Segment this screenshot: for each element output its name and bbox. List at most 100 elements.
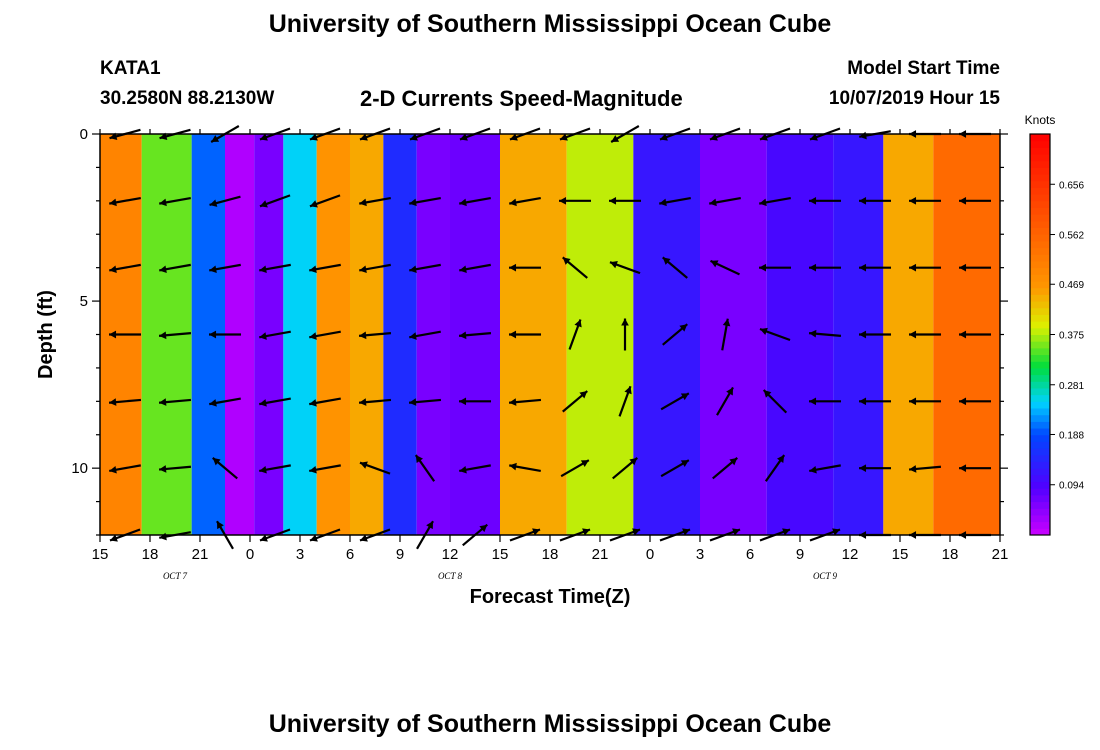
vector-head [662, 257, 671, 265]
x-tick-label: 0 [246, 546, 254, 563]
colorbar-segment [1030, 307, 1050, 315]
colorbar-segment [1030, 274, 1050, 282]
vector-head [209, 199, 218, 207]
colorbar-segment [1030, 281, 1050, 289]
colorbar-segment [1030, 401, 1050, 409]
vector-head [409, 398, 417, 406]
colorbar-segment [1030, 154, 1050, 162]
vector-head [209, 265, 217, 274]
date-label: OCT 7 [163, 571, 188, 581]
vector-head [159, 132, 168, 141]
colorbar-segment [1030, 254, 1050, 262]
colorbar-unit: Knots [1025, 113, 1056, 127]
vector-head [909, 397, 917, 406]
vector-head [309, 133, 318, 141]
speed-cell [633, 134, 700, 535]
colorbar-segment [1030, 354, 1050, 362]
x-tick-label: 9 [796, 546, 804, 563]
vector-head [359, 133, 368, 141]
colorbar-segment [1030, 207, 1050, 215]
vector-head [682, 528, 691, 536]
vector-head [632, 528, 641, 536]
x-tick-label: 15 [92, 546, 109, 563]
x-tick-label: 21 [192, 546, 209, 563]
colorbar-segment [1030, 200, 1050, 209]
vector-head [209, 330, 217, 339]
vector-head [509, 133, 518, 141]
colorbar-segment [1030, 454, 1050, 462]
vector-head [859, 196, 867, 205]
colorbar-segment [1030, 294, 1050, 302]
vector-head [109, 534, 118, 542]
vector-head [709, 133, 718, 141]
vector-head [579, 391, 588, 399]
vector-head [859, 464, 867, 473]
vector-head [832, 528, 841, 536]
vector-head [809, 329, 817, 338]
page-title: University of Southern Mississippi Ocean… [268, 10, 832, 38]
y-axis-label: Depth (ft) [35, 290, 57, 379]
colorbar-tick-label: 0.094 [1059, 481, 1084, 492]
vector-head [509, 198, 517, 207]
vector-head [159, 465, 167, 473]
colorbar-segment [1030, 140, 1050, 148]
colorbar-segment [1030, 347, 1050, 356]
colorbar-segment [1030, 474, 1050, 483]
colorbar-segment [1030, 220, 1050, 229]
vector-head [624, 386, 632, 395]
colorbar-segment [1030, 260, 1050, 269]
vector-head [562, 257, 571, 265]
vector-head [509, 398, 517, 406]
vector-head [729, 457, 738, 466]
colorbar-segment [1030, 468, 1050, 476]
vector-head [532, 528, 541, 536]
vector-head [809, 196, 817, 205]
vector-head [726, 387, 733, 396]
colorbar-segment [1030, 428, 1050, 436]
footer-title: University of Southern Mississippi Ocean… [268, 710, 832, 738]
colorbar-segment [1030, 327, 1050, 335]
vector-head [217, 521, 224, 530]
vector-head [409, 332, 417, 340]
vector-head [109, 265, 117, 274]
colorbar-segment [1030, 301, 1050, 309]
colorbar-tick-label: 0.469 [1059, 280, 1084, 291]
vector-head [409, 198, 417, 207]
colorbar-segment [1030, 481, 1050, 489]
x-tick-label: 21 [992, 546, 1009, 563]
x-tick-label: 9 [396, 546, 404, 563]
colorbar-segment [1030, 367, 1050, 376]
colorbar-segment [1030, 514, 1050, 523]
colorbar-segment [1030, 167, 1050, 175]
vector-head [309, 534, 318, 542]
vector-head [459, 198, 467, 207]
x-tick-label: 15 [892, 546, 909, 563]
x-tick-label: 18 [542, 546, 559, 563]
x-tick-label: 18 [942, 546, 959, 563]
vector-head [709, 198, 717, 207]
vector-head [209, 399, 217, 407]
vector-head [909, 531, 917, 539]
y-tick-label: 5 [80, 293, 88, 310]
vector-head [559, 196, 567, 205]
vector-head [959, 196, 967, 205]
colorbar-segment [1030, 234, 1050, 242]
vector-head [259, 332, 267, 340]
vector-head [459, 133, 468, 141]
vector-head [259, 265, 267, 274]
vector-head [109, 198, 117, 207]
vector-head [722, 318, 731, 327]
x-tick-label: 3 [696, 546, 704, 563]
x-tick-label: 3 [296, 546, 304, 563]
x-axis-label: Forecast Time(Z) [470, 586, 631, 608]
vector-head [759, 133, 768, 141]
vector-head [959, 263, 967, 272]
x-tick-label: 6 [746, 546, 754, 563]
colorbar-segment [1030, 381, 1050, 389]
vector-head [426, 521, 433, 530]
vector-head [259, 200, 268, 208]
colorbar-segment [1030, 521, 1050, 529]
colorbar-segment [1030, 240, 1050, 249]
vector-head [159, 331, 167, 340]
x-tick-label: 12 [842, 546, 859, 563]
